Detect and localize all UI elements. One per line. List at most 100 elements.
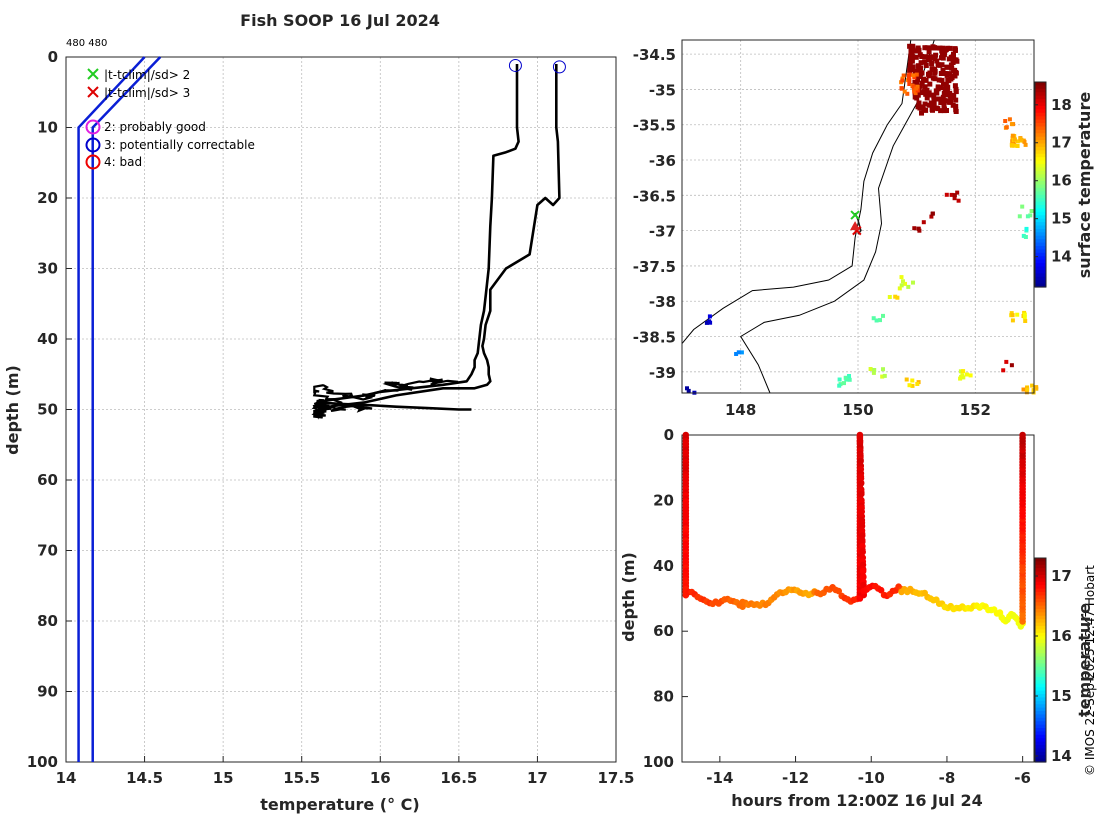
map-ytick-label: -37: [649, 223, 676, 241]
map-colorbar-cell: [1035, 167, 1046, 172]
map-colorbar-cell: [1035, 201, 1046, 206]
ts-colorbar-cell: [1035, 724, 1046, 729]
ts-colorbar-cell: [1035, 578, 1046, 583]
sst-pixel: [910, 383, 915, 388]
sst-pixel: [739, 350, 744, 355]
sst-pixel: [1017, 214, 1022, 219]
sst-pixel: [948, 62, 954, 68]
ts-point: [859, 548, 866, 556]
ts-xtick-label: -10: [858, 769, 885, 787]
sst-pixel: [913, 91, 918, 96]
ts-colorbar-cell: [1035, 558, 1046, 562]
map-ytick-label: -35: [649, 81, 676, 99]
sst-pixel: [941, 90, 947, 96]
sst-pixel: [952, 73, 958, 79]
sst-pixel: [928, 100, 934, 106]
sst-pixel: [948, 54, 954, 60]
ts-point: [857, 480, 865, 487]
profile-ytick-label: 0: [48, 48, 58, 66]
sst-pixel: [847, 374, 851, 378]
ts-colorbar-cell: [1035, 632, 1046, 637]
ts-colorbar-label: temperature: [1075, 603, 1094, 717]
map-colorbar-tick-label: 15: [1051, 210, 1072, 228]
sst-pixel: [842, 381, 846, 386]
map-colorbar-cell: [1035, 88, 1046, 93]
sst-pixel: [933, 52, 939, 58]
sst-pixel: [899, 283, 904, 288]
climatology-line: [91, 56, 162, 762]
ts-ytick-label: 100: [643, 753, 674, 771]
sst-pixel: [871, 370, 876, 375]
ts-point: [835, 587, 842, 595]
sst-pixel: [1024, 226, 1029, 231]
map-colorbar-tick-label: 17: [1051, 134, 1072, 152]
sst-pixel: [944, 89, 950, 95]
map-colorbar-cell: [1035, 181, 1046, 186]
map-colorbar-cell: [1035, 184, 1046, 189]
map-colorbar-cell: [1035, 112, 1046, 117]
ts-colorbar-cell: [1035, 629, 1046, 634]
sst-pixel: [911, 84, 916, 89]
map-ytick-label: -34.5: [633, 46, 676, 64]
sst-pixel: [1010, 143, 1014, 148]
sst-pixel: [1001, 368, 1006, 373]
map-ytick-label: -38.5: [633, 329, 676, 347]
sst-pixel: [918, 60, 924, 66]
ts-colorbar-cell: [1035, 714, 1046, 719]
ts-colorbar-cell: [1035, 568, 1046, 573]
profile-ytick-label: 50: [37, 401, 58, 419]
sst-pixel: [952, 46, 958, 52]
sst-pixel: [940, 45, 946, 51]
sst-pixel: [944, 64, 950, 70]
sst-pixel: [942, 71, 948, 76]
sst-pixel: [837, 377, 842, 382]
sst-pixel: [913, 48, 919, 54]
sst-pixel: [936, 96, 942, 102]
sst-pixel: [910, 378, 915, 383]
sst-pixel: [913, 54, 919, 60]
ts-colorbar-cell: [1035, 622, 1046, 627]
ts-colorbar-cell: [1035, 643, 1046, 647]
ts-colorbar-cell: [1035, 694, 1046, 698]
sst-pixel: [923, 63, 929, 68]
sst-pixel: [965, 372, 969, 377]
sst-pixel: [907, 383, 912, 388]
timeseries-panel: -14 -12 -10 -8 -6 0 20 40 60 80 100 14 15 16 17: [643, 426, 1072, 787]
map-colorbar-cell: [1035, 276, 1046, 281]
sst-pixel: [912, 87, 917, 92]
sst-pixel: [916, 69, 922, 75]
ts-colorbar-tick-label: 17: [1051, 567, 1072, 585]
figure-title: Fish SOOP 16 Jul 2024: [240, 11, 440, 30]
map-colorbar-cell: [1035, 225, 1046, 230]
sst-pixel: [947, 45, 953, 51]
map-colorbar-cell: [1035, 105, 1046, 110]
map-colorbar-cell: [1035, 259, 1046, 264]
sst-pixel: [958, 376, 963, 381]
sst-pixel: [945, 77, 951, 83]
sst-pixel: [907, 64, 913, 70]
sst-pixel: [930, 75, 936, 81]
sst-pixel: [939, 77, 945, 83]
ts-colorbar-tick-label: 14: [1051, 747, 1072, 765]
sst-pixel: [906, 75, 911, 80]
sst-pixel: [937, 45, 943, 51]
sst-pixel: [1003, 119, 1008, 123]
ts-colorbar-cell: [1035, 581, 1046, 586]
ts-ylabel: depth (m): [619, 552, 638, 642]
legend-label: 3: potentially correctable: [104, 138, 255, 152]
sst-pixel: [887, 295, 892, 299]
sst-pixel: [923, 107, 929, 113]
map-colorbar-cell: [1035, 102, 1046, 107]
sst-pixel: [1010, 318, 1015, 323]
sst-pixel: [931, 97, 937, 103]
ts-colorbar-cell: [1035, 588, 1046, 593]
sst-pixel: [903, 281, 907, 286]
sst-pixel: [1034, 385, 1039, 390]
map-colorbar-cell: [1035, 170, 1046, 175]
sst-pixel: [908, 46, 914, 52]
sst-pixel: [953, 57, 959, 63]
map-colorbar-cell: [1035, 269, 1046, 274]
sst-pixel: [931, 94, 937, 100]
profile-ytick-label: 30: [37, 260, 58, 278]
ts-colorbar-cell: [1035, 595, 1046, 600]
